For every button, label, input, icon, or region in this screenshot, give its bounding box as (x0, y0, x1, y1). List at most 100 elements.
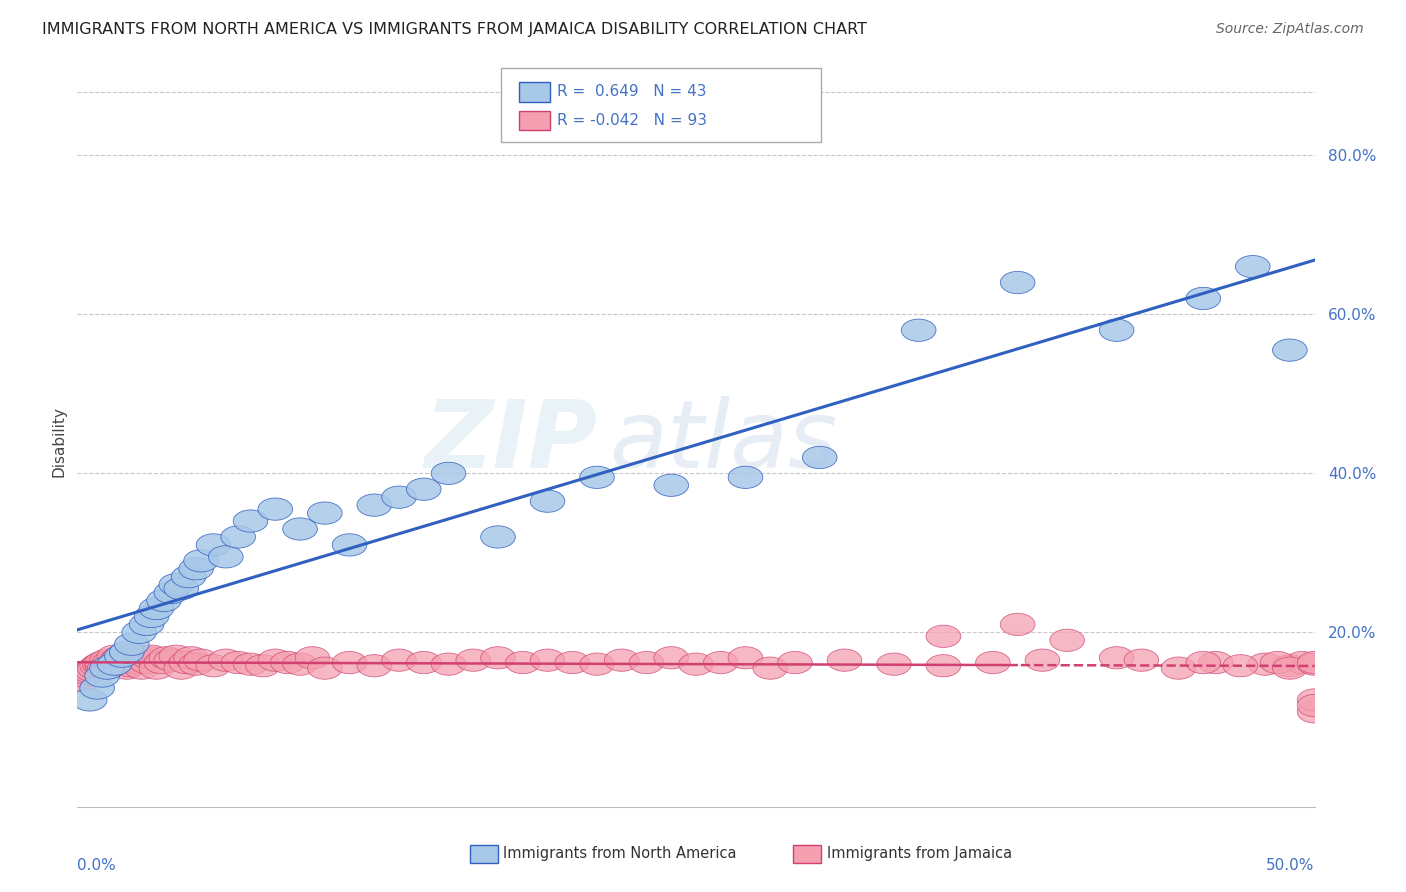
Text: Source: ZipAtlas.com: Source: ZipAtlas.com (1216, 22, 1364, 37)
Ellipse shape (1298, 653, 1331, 675)
Ellipse shape (110, 641, 145, 664)
Text: IMMIGRANTS FROM NORTH AMERICA VS IMMIGRANTS FROM JAMAICA DISABILITY CORRELATION : IMMIGRANTS FROM NORTH AMERICA VS IMMIGRA… (42, 22, 868, 37)
Ellipse shape (1298, 694, 1331, 716)
Ellipse shape (778, 651, 813, 673)
Ellipse shape (257, 649, 292, 672)
Ellipse shape (134, 606, 169, 628)
Ellipse shape (114, 633, 149, 656)
Ellipse shape (233, 510, 269, 533)
Ellipse shape (505, 651, 540, 673)
Ellipse shape (169, 651, 204, 673)
Ellipse shape (481, 647, 516, 669)
Ellipse shape (77, 657, 112, 680)
Ellipse shape (90, 649, 124, 672)
Ellipse shape (1272, 655, 1308, 677)
Ellipse shape (901, 319, 936, 342)
Ellipse shape (65, 669, 100, 691)
Text: Immigrants from Jamaica: Immigrants from Jamaica (827, 847, 1012, 861)
Text: 0.0%: 0.0% (77, 858, 117, 873)
Ellipse shape (80, 655, 114, 677)
Ellipse shape (1298, 651, 1331, 673)
Ellipse shape (406, 478, 441, 500)
Ellipse shape (104, 645, 139, 667)
Ellipse shape (579, 653, 614, 675)
Ellipse shape (1247, 653, 1282, 675)
Ellipse shape (308, 502, 342, 524)
Ellipse shape (72, 661, 107, 683)
Ellipse shape (381, 649, 416, 672)
Ellipse shape (1099, 319, 1135, 342)
Ellipse shape (84, 655, 120, 677)
Y-axis label: Disability: Disability (51, 406, 66, 477)
Ellipse shape (97, 645, 132, 667)
Ellipse shape (728, 467, 763, 489)
Ellipse shape (139, 598, 174, 620)
Ellipse shape (1260, 651, 1295, 673)
Ellipse shape (179, 558, 214, 580)
Ellipse shape (107, 643, 142, 665)
Ellipse shape (728, 647, 763, 669)
Ellipse shape (146, 590, 181, 612)
Ellipse shape (112, 655, 146, 677)
Ellipse shape (927, 625, 960, 648)
Ellipse shape (134, 645, 169, 667)
Ellipse shape (579, 467, 614, 489)
Ellipse shape (381, 486, 416, 508)
Ellipse shape (117, 649, 152, 672)
Ellipse shape (120, 651, 155, 673)
Ellipse shape (75, 659, 110, 681)
Ellipse shape (129, 614, 165, 635)
Ellipse shape (174, 647, 208, 669)
Ellipse shape (283, 518, 318, 541)
Ellipse shape (270, 651, 305, 673)
Ellipse shape (530, 490, 565, 512)
Text: Immigrants from North America: Immigrants from North America (503, 847, 737, 861)
Text: ZIP: ZIP (425, 395, 598, 488)
Ellipse shape (221, 651, 256, 673)
Ellipse shape (80, 677, 114, 699)
Ellipse shape (94, 655, 129, 677)
Ellipse shape (1185, 287, 1220, 310)
Ellipse shape (87, 657, 122, 680)
Ellipse shape (1050, 629, 1084, 651)
Text: 50.0%: 50.0% (1267, 858, 1315, 873)
Ellipse shape (1161, 657, 1197, 680)
Ellipse shape (703, 651, 738, 673)
Ellipse shape (129, 651, 165, 673)
Text: R = -0.042   N = 93: R = -0.042 N = 93 (557, 113, 707, 128)
Ellipse shape (122, 645, 156, 667)
Ellipse shape (927, 655, 960, 677)
Ellipse shape (246, 655, 280, 677)
Ellipse shape (179, 653, 214, 675)
Ellipse shape (195, 655, 231, 677)
Ellipse shape (332, 651, 367, 673)
Ellipse shape (114, 647, 149, 669)
Ellipse shape (432, 462, 465, 484)
Text: atlas: atlas (609, 396, 838, 487)
Ellipse shape (628, 651, 664, 673)
Ellipse shape (70, 663, 104, 685)
Ellipse shape (654, 475, 689, 497)
Ellipse shape (976, 651, 1011, 673)
Ellipse shape (654, 647, 689, 669)
Ellipse shape (233, 653, 269, 675)
Ellipse shape (1000, 271, 1035, 293)
Ellipse shape (172, 566, 207, 588)
Ellipse shape (139, 657, 174, 680)
Ellipse shape (67, 665, 103, 687)
Ellipse shape (184, 549, 218, 572)
Ellipse shape (679, 653, 713, 675)
Ellipse shape (149, 647, 184, 669)
Ellipse shape (332, 533, 367, 556)
Ellipse shape (1272, 339, 1308, 361)
Ellipse shape (100, 649, 134, 672)
Ellipse shape (208, 649, 243, 672)
Ellipse shape (221, 525, 256, 548)
Ellipse shape (84, 651, 120, 673)
Ellipse shape (803, 446, 837, 468)
Ellipse shape (752, 657, 787, 680)
Ellipse shape (1123, 649, 1159, 672)
Ellipse shape (1000, 614, 1035, 635)
Ellipse shape (1223, 655, 1258, 677)
Ellipse shape (124, 657, 159, 680)
